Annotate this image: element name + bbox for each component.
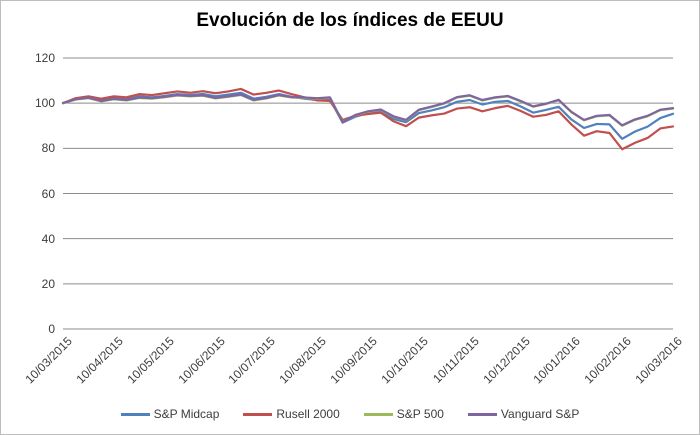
y-tick-label: 120 xyxy=(34,51,55,65)
series-line-vanguard-s-p xyxy=(61,93,675,127)
legend-item-vanguard-s-p: Vanguard S&P xyxy=(467,407,580,421)
legend-label: Rusell 2000 xyxy=(276,407,340,421)
legend-item-rusell-2000: Rusell 2000 xyxy=(243,407,340,421)
y-tick-label: 40 xyxy=(41,231,55,246)
chart-title: Evolución de los índices de EEUU xyxy=(196,10,504,31)
series-line-s-p-midcap xyxy=(61,91,675,140)
legend: S&P Midcap Rusell 2000 S&P 500 Vanguard S&P xyxy=(1,407,699,421)
legend-line-swatch xyxy=(120,412,150,416)
series-line-rusell-2000 xyxy=(61,87,675,151)
legend-line-swatch xyxy=(363,412,393,416)
legend-line-swatch xyxy=(243,412,273,416)
plot-area xyxy=(61,57,675,330)
legend-label: S&P 500 xyxy=(396,407,444,421)
legend-line-swatch xyxy=(467,412,497,416)
legend-item-s-p-500: S&P 500 xyxy=(363,407,444,421)
y-tick-label: 100 xyxy=(34,96,55,111)
y-tick-label: 80 xyxy=(41,141,55,156)
y-tick-label: 20 xyxy=(41,276,55,291)
legend-label: S&P Midcap xyxy=(153,407,220,421)
legend-item-s-p-midcap: S&P Midcap xyxy=(120,407,220,421)
legend-label: Vanguard S&P xyxy=(500,407,580,421)
y-tick-label: 60 xyxy=(41,186,55,201)
y-tick-label: 0 xyxy=(48,322,55,336)
